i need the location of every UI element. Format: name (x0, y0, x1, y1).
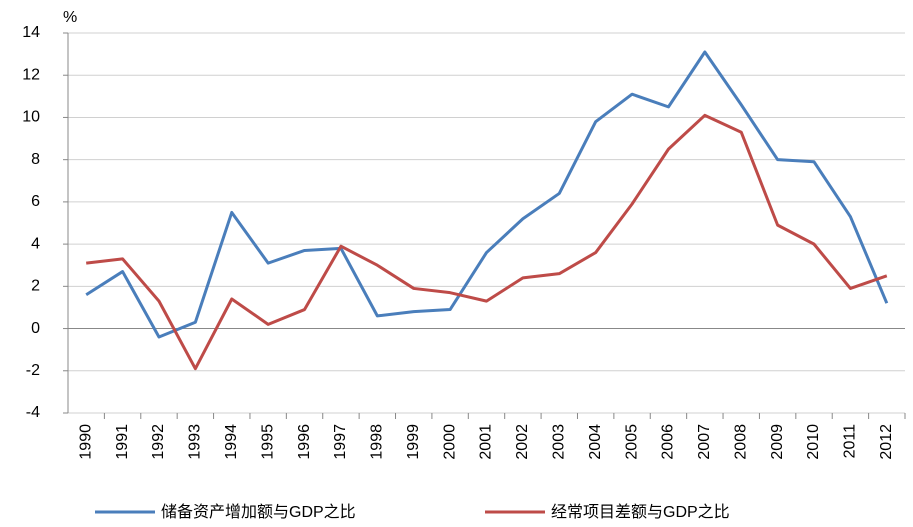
x-tick-label: 2010 (805, 424, 822, 460)
x-tick-label: 2008 (732, 424, 749, 460)
x-tick-label: 2005 (623, 424, 640, 460)
x-tick-label: 1990 (77, 424, 94, 460)
y-tick-label: 14 (22, 24, 40, 41)
x-tick-label: 2000 (441, 424, 458, 460)
x-tick-label: 1999 (405, 424, 422, 460)
x-tick-label: 2006 (660, 424, 677, 460)
x-tick-label: 1991 (114, 424, 131, 460)
y-tick-label: 0 (31, 320, 40, 337)
x-tick-label: 2007 (696, 424, 713, 460)
x-tick-label: 1998 (369, 424, 386, 460)
x-tick-label: 1992 (150, 424, 167, 460)
x-tick-label: 1994 (223, 424, 240, 460)
x-tick-label: 2009 (769, 424, 786, 460)
x-tick-label: 2004 (587, 424, 604, 460)
x-tick-label: 2001 (478, 424, 495, 460)
legend-label: 储备资产增加额与GDP之比 (161, 503, 356, 521)
x-tick-label: 2003 (551, 424, 568, 460)
series-line (85, 50, 889, 339)
x-tick-label: 1995 (259, 424, 276, 460)
series-line (86, 113, 888, 371)
y-tick-label: 10 (22, 109, 40, 126)
y-tick-label: -2 (26, 362, 40, 379)
x-tick-label: 1996 (296, 424, 313, 460)
y-tick-label: 4 (31, 235, 40, 252)
y-tick-label: 12 (22, 66, 40, 83)
x-tick-label: 1993 (187, 424, 204, 460)
y-unit: % (63, 9, 77, 26)
x-tick-label: 2011 (842, 424, 859, 459)
y-tick-label: -4 (26, 404, 40, 421)
x-tick-label: 2012 (878, 424, 895, 460)
x-tick-label: 2002 (514, 424, 531, 460)
y-tick-label: 2 (31, 278, 40, 295)
y-tick-label: 6 (31, 193, 40, 210)
y-tick-label: 8 (31, 151, 40, 168)
legend-label: 经常项目差额与GDP之比 (551, 503, 730, 521)
x-tick-label: 1997 (332, 424, 349, 460)
